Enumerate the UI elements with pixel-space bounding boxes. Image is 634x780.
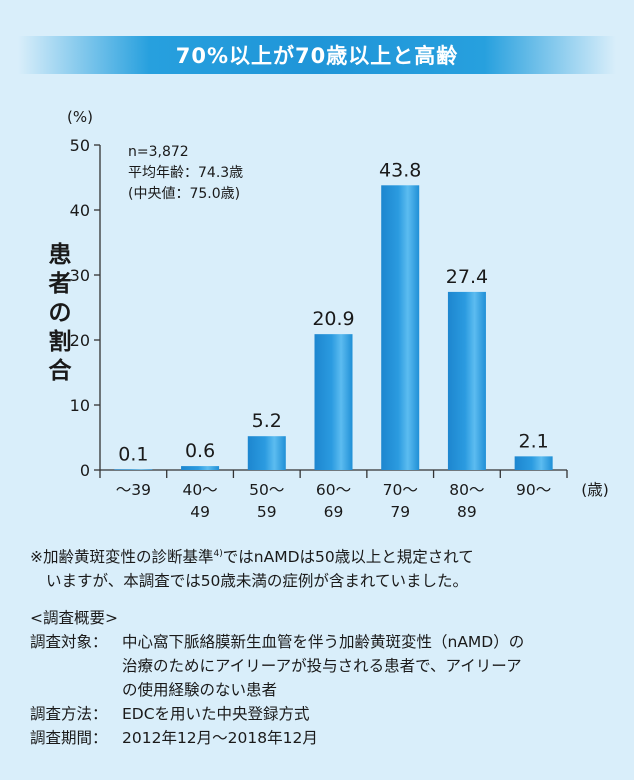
y-tick-label: 40 [70,201,90,220]
footnote-line2: いますが、本調査では50歳未満の症例が含まれていました。 [46,572,468,591]
y-tick-label: 20 [70,331,90,350]
y-tick-label: 30 [70,266,90,285]
x-tick-label: 49 [190,503,210,520]
survey-method: 調査方法： EDCを用いた中央登録方式 [30,702,310,726]
bar [114,469,153,470]
survey-period: 調査期間： 2012年12月～2018年12月 [30,726,318,750]
y-axis-title-char: 割 [49,328,72,355]
bar [181,466,220,470]
x-tick-label: 79 [390,503,410,520]
survey-method-label: 調査方法： [30,705,108,723]
y-tick-label: 10 [70,396,90,415]
stats-annotation: 平均年齢：74.3歳 [128,165,243,181]
bar-value-label: 43.8 [379,159,421,181]
x-tick-label: 80～ [449,481,484,499]
x-tick-label: 50～ [249,481,284,499]
survey-method-value: EDCを用いた中央登録方式 [122,705,310,723]
footnote-mark: ※ [30,548,43,567]
survey-period-value: 2012年12月～2018年12月 [122,729,318,747]
footnote-line1-b: ではnAMDは50歳以上と規定されて [222,548,474,567]
survey-target-line: 中心窩下脈絡膜新生血管を伴う加齢黄斑変性（nAMD）の [122,633,525,651]
bar [514,456,553,470]
bar-value-label: 0.1 [118,443,148,465]
survey-period-label: 調査期間： [30,729,108,747]
x-tick-label: 90～ [516,481,551,499]
bar-value-label: 0.6 [185,440,215,462]
stats-annotation: (中央値：75.0歳) [128,186,240,202]
bar-value-label: 2.1 [519,430,549,452]
footnote-line1-a: 加齢黄斑変性の診断基準 [43,548,214,567]
bar-value-label: 5.2 [252,410,282,432]
y-axis-title-char: 合 [49,357,73,384]
bar [381,185,420,471]
bar-value-label: 27.4 [446,266,488,288]
x-tick-label: 40～ [182,481,217,499]
bar-value-label: 20.9 [312,308,354,330]
bar [447,291,486,470]
x-tick-label: ～39 [116,481,151,499]
y-axis-title-char: 患 [49,241,72,268]
chart-title: 70%以上が70歳以上と高齢 [175,44,459,68]
y-tick-label: 50 [70,136,90,155]
survey-target-label: 調査対象： [30,633,108,651]
x-tick-label: 69 [324,503,344,520]
y-tick-label: 0 [80,461,90,480]
footnote-ref: 4) [213,549,223,559]
survey-heading: <調査概要> [30,609,118,627]
x-tick-label: 60～ [316,481,351,499]
x-tick-label: 59 [257,503,277,520]
stats-annotation: n=3,872 [128,144,189,160]
x-unit-label: (歳) [581,481,609,499]
x-tick-label: 70～ [383,481,418,499]
survey-target-line: の使用経験のない患者 [122,681,278,699]
bar [314,334,353,470]
title-banner: 70%以上が70歳以上と高齢 [18,36,616,74]
survey-target-line: 治療のためにアイリーアが投与される患者で、アイリーア [122,657,522,675]
y-axis-title-char: 者 [48,271,72,297]
y-axis-title-char: の [49,300,72,326]
y-unit-label: (%) [67,108,93,126]
survey-target: 調査対象： 中心窩下脈絡膜新生血管を伴う加齢黄斑変性（nAMD）の 治療のために… [30,630,524,702]
footnote: ※加齢黄斑変性の診断基準4)ではnAMDは50歳以上と規定されて いますが、本調… [30,542,474,593]
bar [247,436,286,470]
x-tick-label: 89 [457,503,477,520]
